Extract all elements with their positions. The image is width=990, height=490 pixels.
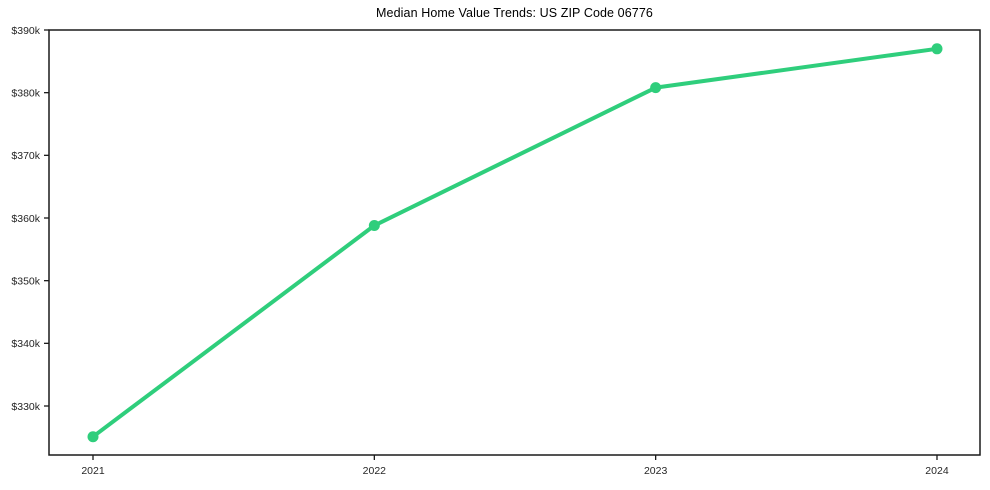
y-tick-label: $360k xyxy=(11,213,40,225)
plot-frame xyxy=(48,29,981,456)
data-point xyxy=(368,220,380,232)
x-tick-label: 2022 xyxy=(363,465,387,477)
trend-line xyxy=(91,46,939,439)
data-point xyxy=(650,82,662,94)
y-tick-label: $370k xyxy=(11,150,40,162)
x-tick-label: 2024 xyxy=(925,465,949,477)
x-tick-label: 2021 xyxy=(81,465,105,477)
y-tick-label: $390k xyxy=(11,25,40,37)
data-point xyxy=(931,43,943,55)
data-point xyxy=(87,431,99,443)
y-tick-label: $340k xyxy=(11,338,40,350)
chart-title: Median Home Value Trends: US ZIP Code 06… xyxy=(376,6,653,20)
y-tick-label: $350k xyxy=(11,275,40,287)
y-tick-label: $330k xyxy=(11,401,40,413)
y-tick-label: $380k xyxy=(11,87,40,99)
x-tick-label: 2023 xyxy=(644,465,668,477)
